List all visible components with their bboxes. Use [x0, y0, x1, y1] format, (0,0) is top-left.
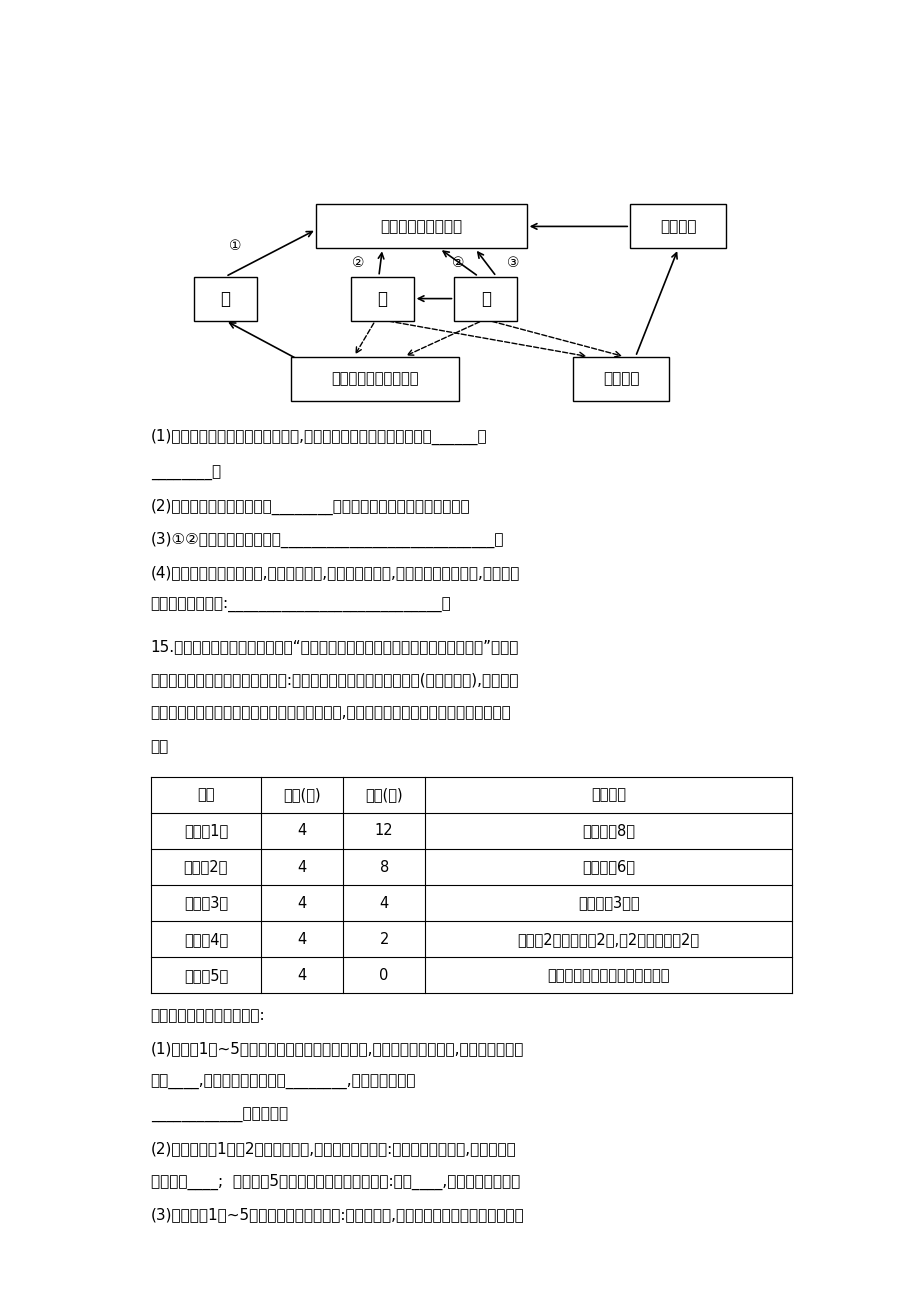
Text: 4: 4	[380, 896, 389, 910]
Text: 乙: 乙	[377, 289, 387, 307]
FancyBboxPatch shape	[351, 276, 414, 320]
Text: 编号: 编号	[197, 788, 214, 802]
Text: 小鱼存浧3天半: 小鱼存浧3天半	[577, 896, 639, 910]
Text: 小鱼存浧6天: 小鱼存浧6天	[582, 859, 634, 875]
Text: 2: 2	[379, 932, 389, 947]
Text: (1)从生态系统中物质循环的角度看,甲、乙、丙中不可缺少的成分是______和: (1)从生态系统中物质循环的角度看,甲、乙、丙中不可缺少的成分是______和	[151, 428, 487, 445]
Text: (3)由生态瓶1号~5号的实验结果可以看出:通常情况下,在一个生态系统中动物数量与植: (3)由生态瓶1号~5号的实验结果可以看出:通常情况下,在一个生态系统中动物数量…	[151, 1207, 524, 1221]
Text: 水草(棵): 水草(棵)	[365, 788, 403, 802]
Text: 4: 4	[297, 823, 306, 838]
Text: 动植物的遗体和排泄物: 动植物的遗体和排泄物	[331, 371, 418, 387]
Text: 生态瓶1号: 生态瓶1号	[184, 823, 228, 838]
FancyBboxPatch shape	[316, 204, 527, 249]
Text: 甲: 甲	[221, 289, 231, 307]
Text: (3)①②所进行的生理活动是____________________________。: (3)①②所进行的生理活动是__________________________…	[151, 533, 504, 548]
Text: 同。: 同。	[151, 738, 169, 754]
Text: 4: 4	[297, 896, 306, 910]
Text: 小鱼第2天上午死亢2条,第2天下午死亢2条: 小鱼第2天上午死亢2条,第2天下午死亢2条	[517, 932, 699, 947]
Text: 4: 4	[297, 859, 306, 875]
Text: 丙: 丙	[481, 289, 490, 307]
Text: ____________是分解者。: ____________是分解者。	[151, 1108, 288, 1122]
Text: 请分析数据并回答下列问题:: 请分析数据并回答下列问题:	[151, 1009, 265, 1023]
FancyBboxPatch shape	[291, 357, 459, 401]
Text: 小鱼(条): 小鱼(条)	[283, 788, 321, 802]
Text: 滤的池水。把这五个生态瓶均放在实验室窗台上,并使它们所处环境中的非生物因素基本相: 滤的池水。把这五个生态瓶均放在实验室窗台上,并使它们所处环境中的非生物因素基本相	[151, 706, 511, 720]
Text: 时间相对____;  由生态瓶5号实验结果可得出的结论是:没有____,动物就可能死亡。: 时间相对____; 由生态瓶5号实验结果可得出的结论是:没有____,动物就可能…	[151, 1174, 519, 1190]
Text: (1)生态瓶1号~5号均可以看做是一个小生态系统,在这些小生态系统中,属于消费者的生: (1)生态瓶1号~5号均可以看做是一个小生态系统,在这些小生态系统中,属于消费者…	[151, 1042, 524, 1056]
FancyBboxPatch shape	[573, 357, 669, 401]
Text: 煎和石油: 煎和石油	[602, 371, 639, 387]
FancyBboxPatch shape	[194, 276, 256, 320]
FancyBboxPatch shape	[630, 204, 726, 249]
Text: 生态瓶3号: 生态瓶3号	[184, 896, 228, 910]
Text: ③: ③	[506, 255, 519, 270]
Text: (2)生态系统的能量流动是从________通过光合作用固定太阳能开始的。: (2)生态系统的能量流动是从________通过光合作用固定太阳能开始的。	[151, 499, 470, 516]
Text: 15.下表为某校生物兴趣小组研究“一个小型生态系统中动物数量和植物数量关系”的实验: 15.下表为某校生物兴趣小组研究“一个小型生态系统中动物数量和植物数量关系”的实…	[151, 639, 518, 655]
Text: 0: 0	[379, 967, 389, 983]
Text: ②: ②	[352, 255, 364, 270]
Text: ②: ②	[451, 255, 464, 270]
Text: (4)人类过度使用煎和石油,造成温室效应,破坏了生态环境,因此应倡导低碳生活,请你举出: (4)人类过度使用煎和石油,造成温室效应,破坏了生态环境,因此应倡导低碳生活,请…	[151, 565, 519, 581]
Text: 数据。实验中使用了以下实验用具:有盖玻璃瓶、小鱼、水草、沙子(含少量淤泥),经纱布过: 数据。实验中使用了以下实验用具:有盖玻璃瓶、小鱼、水草、沙子(含少量淤泥),经纱…	[151, 673, 518, 687]
Text: ①: ①	[229, 240, 242, 254]
Text: 4: 4	[297, 932, 306, 947]
Text: 实验结果: 实验结果	[591, 788, 626, 802]
Text: 生态瓶4号: 生态瓶4号	[184, 932, 228, 947]
Text: 大气中的二氧化碳库: 大气中的二氧化碳库	[380, 219, 462, 234]
Text: (2)比较生态瓶1号和2号的实验结果,可以得出以下结论:植物数量比较多时,动物存活的: (2)比较生态瓶1号和2号的实验结果,可以得出以下结论:植物数量比较多时,动物存…	[151, 1141, 516, 1156]
Text: 8: 8	[380, 859, 389, 875]
Text: 物是____,属于生产者的生物是________,池水、沙子中的: 物是____,属于生产者的生物是________,池水、沙子中的	[151, 1074, 415, 1090]
Text: ________。: ________。	[151, 466, 221, 480]
Text: 小鱼存浧8天: 小鱼存浧8天	[582, 823, 634, 838]
Text: 小鱼于当天下午和晚上相继死亡: 小鱼于当天下午和晚上相继死亡	[547, 967, 669, 983]
Text: 4: 4	[297, 967, 306, 983]
Text: 12: 12	[374, 823, 393, 838]
FancyBboxPatch shape	[454, 276, 516, 320]
Text: 两种低碳生活方式:____________________________。: 两种低碳生活方式:____________________________。	[151, 599, 451, 613]
Text: 生态瓶2号: 生态瓶2号	[184, 859, 228, 875]
Text: 工业排放: 工业排放	[659, 219, 696, 234]
Text: 生态瓶5号: 生态瓶5号	[184, 967, 228, 983]
